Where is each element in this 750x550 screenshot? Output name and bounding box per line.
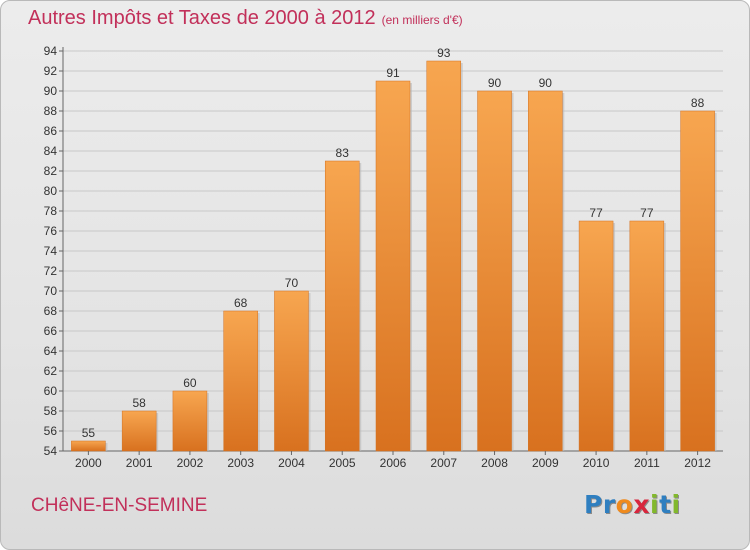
proxiti-logo[interactable]: Proxiti — [584, 490, 681, 519]
y-tick-label: 94 — [44, 44, 58, 58]
x-tick-label: 2008 — [481, 456, 508, 470]
x-tick-label: 2009 — [532, 456, 559, 470]
y-tick-label: 68 — [44, 304, 58, 318]
y-tick-label: 84 — [44, 144, 58, 158]
y-tick-label: 58 — [44, 404, 58, 418]
value-label: 88 — [691, 96, 705, 110]
unit-note: (en milliers d'€) — [381, 13, 463, 27]
x-tick-label: 2000 — [75, 456, 102, 470]
y-tick-label: 82 — [44, 164, 58, 178]
x-tick-label: 2007 — [430, 456, 457, 470]
value-label: 77 — [589, 206, 603, 220]
x-tick-label: 2006 — [380, 456, 407, 470]
y-tick-label: 76 — [44, 224, 58, 238]
bar — [71, 440, 106, 452]
y-tick-label: 62 — [44, 364, 58, 378]
value-label: 60 — [183, 376, 197, 390]
title-text: Autres Impôts et Taxes de 2000 à 2012 — [28, 7, 376, 29]
bar — [121, 410, 157, 452]
value-label: 90 — [488, 76, 502, 90]
y-tick-label: 72 — [44, 264, 58, 278]
x-tick-label: 2002 — [177, 456, 204, 470]
bar — [477, 90, 512, 452]
y-tick-label: 60 — [44, 384, 58, 398]
value-label: 93 — [437, 46, 451, 60]
value-label: 55 — [82, 426, 96, 440]
y-tick-label: 78 — [44, 204, 58, 218]
bar — [426, 60, 462, 452]
bar — [223, 310, 258, 452]
y-tick-label: 92 — [44, 64, 58, 78]
x-tick-label: 2011 — [634, 456, 660, 470]
y-tick-label: 64 — [44, 344, 58, 358]
bar — [578, 220, 614, 452]
y-tick-label: 54 — [44, 444, 58, 458]
y-tick-label: 66 — [44, 324, 58, 338]
value-label: 68 — [234, 296, 248, 310]
value-label: 83 — [336, 146, 350, 160]
x-tick-label: 2010 — [583, 456, 610, 470]
logo-letter: o — [615, 490, 634, 519]
x-tick-label: 2012 — [684, 456, 711, 470]
chart-title: Autres Impôts et Taxes de 2000 à 2012 (en… — [28, 7, 463, 30]
value-label: 70 — [285, 276, 299, 290]
bar — [324, 160, 360, 452]
y-tick-label: 90 — [44, 84, 58, 98]
y-tick-label: 70 — [44, 284, 58, 298]
y-tick-label: 86 — [44, 124, 58, 138]
bar — [375, 80, 411, 452]
x-tick-label: 2005 — [329, 456, 356, 470]
bar — [629, 220, 665, 452]
x-tick-label: 2003 — [227, 456, 254, 470]
y-tick-label: 88 — [44, 104, 58, 118]
logo-letter: t — [659, 490, 672, 519]
logo-letter: x — [633, 490, 650, 519]
value-label: 90 — [539, 76, 553, 90]
commune-name: CHêNE-EN-SEMINE — [31, 495, 208, 516]
value-label: 58 — [132, 396, 146, 410]
logo-letter: i — [650, 490, 660, 519]
y-tick-label: 80 — [44, 184, 58, 198]
bar — [680, 110, 715, 452]
bar — [528, 90, 563, 452]
logo-letter: i — [671, 490, 681, 519]
bar — [172, 390, 208, 452]
x-tick-label: 2004 — [278, 456, 305, 470]
value-label: 91 — [386, 66, 400, 80]
y-tick-label: 74 — [44, 244, 58, 258]
logo-letter: P — [584, 490, 603, 519]
logo-letter: r — [602, 490, 616, 519]
value-label: 77 — [640, 206, 654, 220]
x-tick-label: 2001 — [126, 456, 153, 470]
y-tick-label: 56 — [44, 424, 58, 438]
bar — [274, 290, 309, 452]
